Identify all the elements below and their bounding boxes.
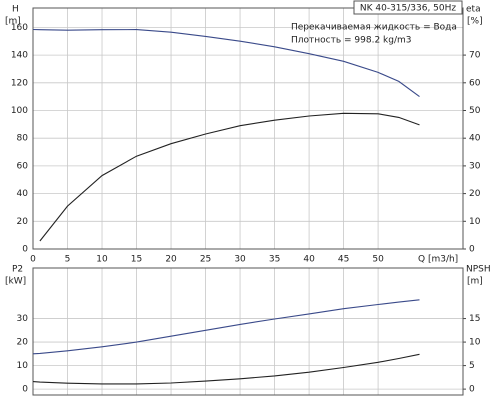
y-tick-label: 30 [17,314,29,324]
y-tick-label: 20 [17,217,29,227]
y2-tick-label: 0 [469,385,475,395]
y2-tick-label: 20 [469,189,481,199]
annotation: Плотность = 998.2 kg/m3 [291,36,412,46]
y-tick-label: 140 [11,51,28,61]
y2-axis-label: [%] [467,17,483,27]
y2-axis-label: eta [466,5,481,15]
y-axis-label: [m] [5,17,21,27]
y-tick-label: 10 [17,361,29,371]
x-tick-label: 30 [234,255,246,265]
y-tick-label: 0 [22,245,28,255]
y2-axis-label: [m] [467,277,483,287]
plot-frame [32,267,464,396]
y2-tick-label: 10 [469,338,481,348]
y2-tick-label: 10 [469,217,481,227]
curve [32,28,420,98]
curve [32,299,420,355]
title-box [353,0,463,15]
x-tick-label: 20 [165,255,177,265]
x-tick-label: 50 [372,255,384,265]
y2-tick-label: 50 [469,106,481,116]
x-axis-label: Q [m3/h] [418,255,458,265]
y2-tick-label: 30 [469,161,481,171]
x-tick-label: 0 [30,255,36,265]
x-tick-label: 25 [200,255,211,265]
x-tick-label: 5 [65,255,71,265]
y-tick-label: 60 [17,161,29,171]
curve [39,112,420,242]
y-tick-label: 120 [11,78,28,88]
y2-axis-label: NPSH [466,265,491,275]
y-tick-label: 40 [17,189,29,199]
x-tick-label: 45 [338,255,349,265]
y2-tick-label: 60 [469,78,481,88]
x-tick-label: 10 [96,255,108,265]
y-tick-label: 100 [11,106,28,116]
y2-tick-label: 15 [469,314,480,324]
annotation: Перекачиваемая жидкость = Вода [291,23,457,33]
y-axis-label: P2 [12,265,23,275]
y2-tick-label: 40 [469,134,481,144]
y-tick-label: 20 [17,338,29,348]
plot-frame [32,7,464,250]
x-tick-label: 15 [131,255,142,265]
y2-tick-label: 5 [469,361,475,371]
x-tick-label: 35 [269,255,280,265]
y-tick-label: 80 [17,134,29,144]
y2-tick-label: 0 [469,245,475,255]
y2-tick-label: 70 [469,51,481,61]
x-tick-label: 40 [303,255,315,265]
y-axis-label: [kW] [5,277,26,287]
chart-title: NK 40-315/336, 50Hz [360,4,457,14]
y-tick-label: 160 [11,23,28,33]
y-axis-label: H [12,5,19,15]
curve [32,353,420,385]
y-tick-label: 0 [22,385,28,395]
